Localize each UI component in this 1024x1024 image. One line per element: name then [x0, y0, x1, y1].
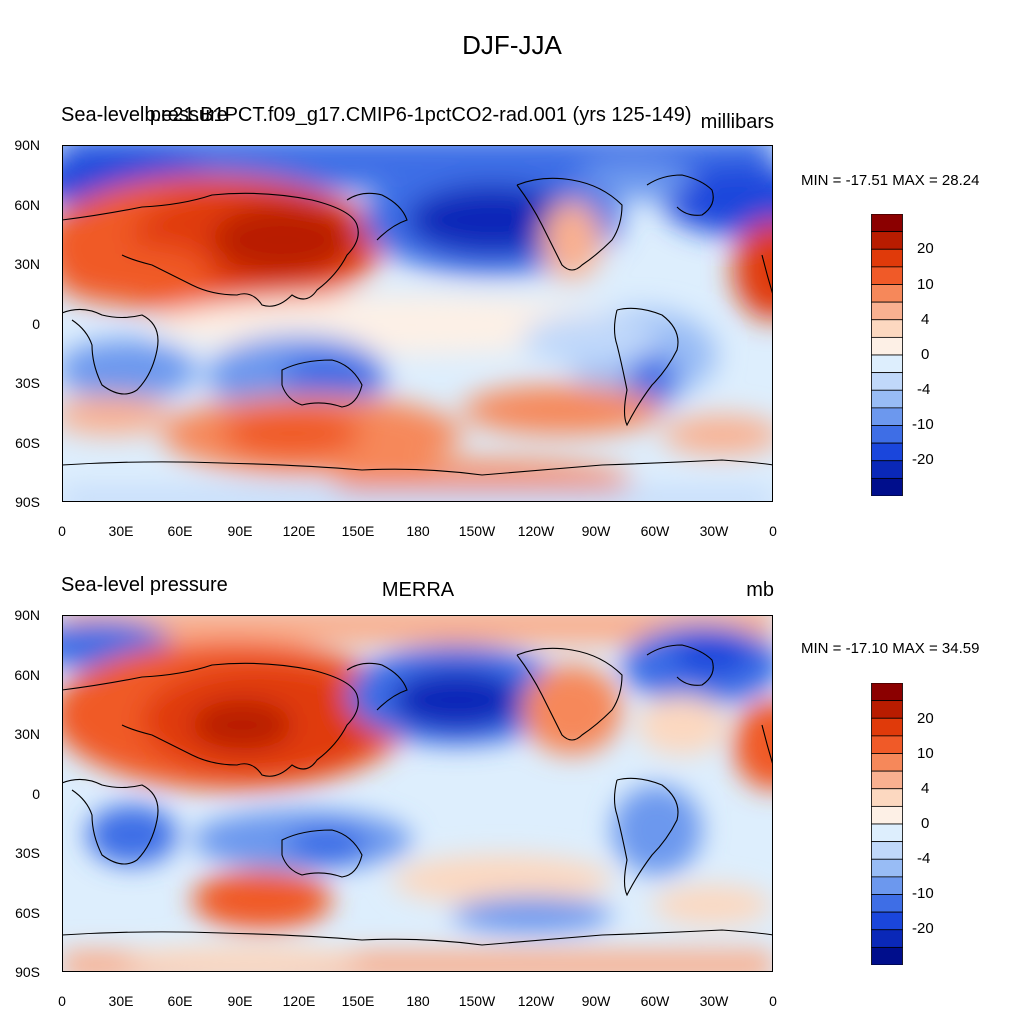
- colorbar-swatch: [871, 389, 903, 409]
- p2-lat-0: 0: [32, 786, 40, 802]
- colorbar-swatch: [871, 284, 903, 303]
- colorbar-swatch: [871, 442, 903, 462]
- p1-cb-label-20: 20: [917, 240, 934, 257]
- colorbar-swatch: [871, 788, 903, 807]
- colorbar-swatch: [871, 301, 903, 321]
- p2-lon-60w: 60W: [640, 993, 670, 1009]
- p1-lat-90s: 90S: [15, 494, 40, 510]
- colorbar-swatch: [871, 823, 903, 843]
- p1-lat-30n: 30N: [14, 256, 40, 272]
- figure-title: DJF-JJA: [462, 30, 562, 60]
- p2-lon-0: 0: [58, 993, 66, 1009]
- p1-cb-label-4: 4: [921, 311, 930, 328]
- p1-lon-150e: 150E: [341, 523, 375, 539]
- colorbar-swatch: [871, 946, 903, 965]
- colorbar-swatch: [871, 805, 903, 825]
- panel1-minmax: MIN = -17.51 MAX = 28.24: [801, 172, 980, 189]
- panel2-right-string: mb: [746, 579, 774, 601]
- colorbar-swatch: [871, 266, 903, 285]
- p2-lon-180: 180: [406, 993, 430, 1009]
- panel1-left-string: Sea-level pressure: [61, 104, 228, 126]
- p1-lon-0-end: 0: [769, 523, 777, 539]
- colorbar-swatch: [871, 683, 903, 702]
- p1-cb-label-m20: -20: [912, 451, 934, 468]
- p1-lon-0: 0: [58, 523, 66, 539]
- panel1-map: [62, 145, 773, 502]
- colorbar-swatch: [871, 876, 903, 895]
- colorbar-swatch: [871, 231, 903, 250]
- p1-cb-label-m4: -4: [917, 381, 931, 398]
- colorbar-swatch: [871, 460, 903, 479]
- p2-lon-30e: 30E: [108, 993, 134, 1009]
- p2-lat-30n: 30N: [14, 726, 40, 742]
- colorbar-swatch: [871, 372, 903, 391]
- p1-lon-30w: 30W: [699, 523, 729, 539]
- p2-lon-150w: 150W: [458, 993, 496, 1009]
- p2-lon-90w: 90W: [581, 993, 611, 1009]
- colorbar-swatch: [871, 336, 903, 356]
- p2-lat-90n: 90N: [14, 607, 40, 623]
- p2-cb-label-10: 10: [917, 745, 934, 762]
- p1-lat-60n: 60N: [14, 197, 40, 213]
- colorbar-swatch: [871, 894, 903, 913]
- colorbar-swatch: [871, 841, 903, 860]
- p2-cb-label-m4: -4: [917, 850, 931, 867]
- p2-lat-90s: 90S: [15, 964, 40, 980]
- panel2-center-string: MERRA: [381, 579, 455, 601]
- colorbar-swatch: [871, 214, 903, 233]
- p2-lon-60e: 60E: [167, 993, 193, 1009]
- p1-cb-label-10: 10: [917, 276, 934, 293]
- p1-cb-label-m10: -10: [912, 416, 934, 433]
- p2-lon-0-end: 0: [769, 993, 777, 1009]
- p1-lon-180: 180: [406, 523, 430, 539]
- p2-lon-30w: 30W: [699, 993, 729, 1009]
- p1-lat-90n: 90N: [14, 137, 40, 153]
- colorbar-swatch: [871, 858, 903, 878]
- colorbar-swatch: [871, 929, 903, 948]
- p2-lon-120e: 120E: [282, 993, 316, 1009]
- panel1-colorbar: [871, 214, 903, 496]
- colorbar-swatch: [871, 700, 903, 719]
- p1-lon-120w: 120W: [517, 523, 555, 539]
- p1-lon-90w: 90W: [581, 523, 611, 539]
- p2-lat-30s: 30S: [15, 845, 40, 861]
- p2-cb-label-4: 4: [921, 780, 930, 797]
- p1-lat-0: 0: [32, 316, 40, 332]
- p2-lon-90e: 90E: [227, 993, 253, 1009]
- p1-lon-60w: 60W: [640, 523, 670, 539]
- colorbar-swatch: [871, 770, 903, 790]
- colorbar-swatch: [871, 911, 903, 931]
- p1-cb-label-0: 0: [921, 346, 930, 363]
- colorbar-swatch: [871, 319, 903, 338]
- p1-lon-60e: 60E: [167, 523, 193, 539]
- p1-lat-30s: 30S: [15, 375, 40, 391]
- colorbar-swatch: [871, 354, 903, 374]
- p1-lon-120e: 120E: [282, 523, 316, 539]
- panel2-left-string: Sea-level pressure: [61, 574, 228, 596]
- p2-lon-120w: 120W: [517, 993, 555, 1009]
- p1-lon-90e: 90E: [227, 523, 253, 539]
- panel1-center-string: b.e21.B1PCT.f09_g17.CMIP6-1pctCO2-rad.00…: [144, 104, 692, 126]
- panel1-right-string: millibars: [700, 111, 774, 133]
- panel2-minmax: MIN = -17.10 MAX = 34.59: [801, 640, 980, 657]
- p2-lat-60n: 60N: [14, 667, 40, 683]
- colorbar-swatch: [871, 717, 903, 737]
- p2-lon-150e: 150E: [341, 993, 375, 1009]
- colorbar-swatch: [871, 248, 903, 268]
- p2-cb-label-m10: -10: [912, 885, 934, 902]
- p1-lon-150w: 150W: [458, 523, 496, 539]
- colorbar-swatch: [871, 425, 903, 444]
- p2-cb-label-m20: -20: [912, 920, 934, 937]
- p1-lon-30e: 30E: [108, 523, 134, 539]
- panel2-map: [62, 615, 773, 972]
- colorbar-swatch: [871, 477, 903, 496]
- colorbar-swatch: [871, 753, 903, 772]
- colorbar-swatch: [871, 735, 903, 754]
- p2-cb-label-20: 20: [917, 710, 934, 727]
- panel2-colorbar: [871, 683, 903, 965]
- p2-lat-60s: 60S: [15, 905, 40, 921]
- p1-lat-60s: 60S: [15, 435, 40, 451]
- colorbar-swatch: [871, 407, 903, 426]
- p2-cb-label-0: 0: [921, 815, 930, 832]
